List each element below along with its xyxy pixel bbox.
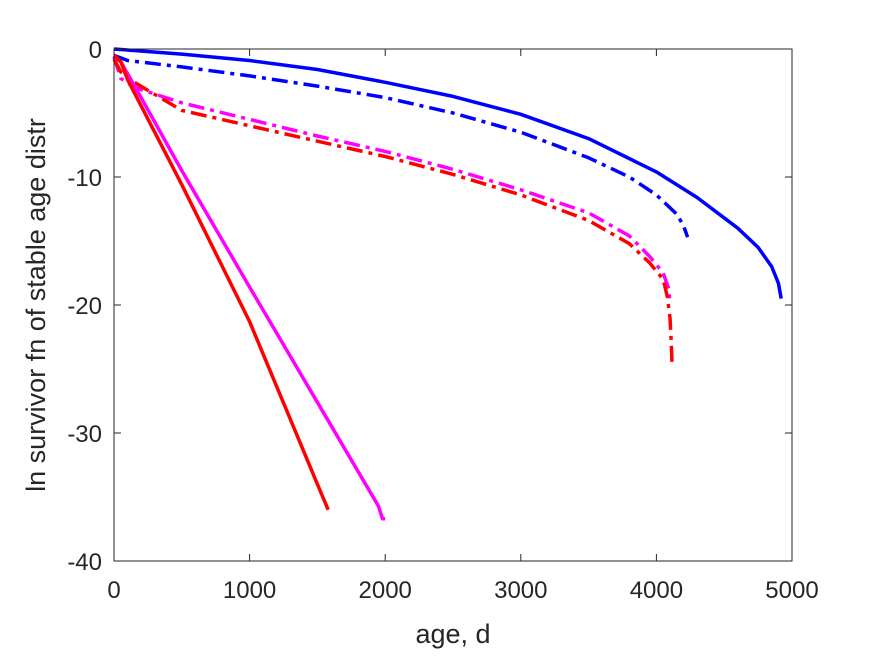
series-line-4	[112, 58, 674, 363]
x-ticks: 0 1000 2000 3000 4000 5000	[107, 49, 819, 604]
y-tick-label: -20	[67, 293, 102, 320]
series-line-1	[113, 47, 783, 299]
x-tick-label: 2000	[359, 577, 412, 604]
series-layer	[112, 47, 783, 521]
y-axis-label: ln survivor fn of stable age distr	[21, 118, 51, 492]
series-line-5	[112, 55, 386, 521]
x-axis-label: age, d	[415, 619, 490, 649]
series-line-2	[113, 53, 690, 238]
y-ticks: 0 -10 -20 -30 -40	[67, 37, 792, 576]
y-tick-label: -30	[67, 421, 102, 448]
y-tick-label: 0	[89, 37, 102, 64]
plot-area	[114, 49, 792, 561]
series-line-3	[112, 56, 672, 303]
x-tick-label: 0	[107, 577, 120, 604]
x-tick-label: 1000	[223, 577, 276, 604]
x-tick-label: 4000	[630, 577, 683, 604]
x-tick-label: 3000	[494, 577, 547, 604]
y-tick-label: -10	[67, 165, 102, 192]
y-tick-label: -40	[67, 549, 102, 576]
x-tick-label: 5000	[765, 577, 818, 604]
series-line-6	[112, 54, 330, 511]
